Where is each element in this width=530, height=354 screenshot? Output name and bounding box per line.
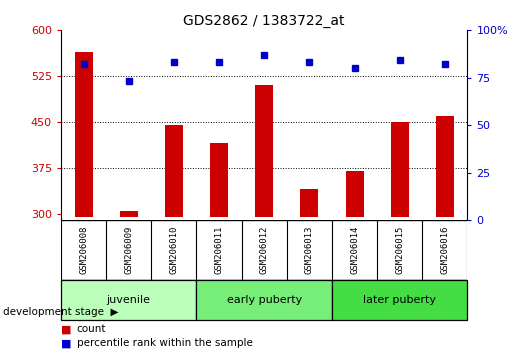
Text: GSM206014: GSM206014 (350, 225, 359, 274)
Text: juvenile: juvenile (107, 295, 151, 305)
Bar (120, 211, 138, 217)
Text: GSM206016: GSM206016 (440, 225, 449, 274)
Text: GSM206008: GSM206008 (79, 225, 88, 274)
Text: GSM206011: GSM206011 (215, 225, 224, 274)
Bar (61, 280, 197, 320)
Bar (210, 143, 228, 217)
Bar (165, 125, 183, 217)
Bar (436, 116, 454, 217)
Text: development stage  ▶: development stage ▶ (3, 307, 118, 316)
Bar (301, 189, 319, 217)
Text: GSM206009: GSM206009 (124, 225, 133, 274)
Bar (255, 85, 273, 217)
Bar (197, 280, 332, 320)
Text: count: count (77, 324, 107, 334)
Text: GSM206012: GSM206012 (260, 225, 269, 274)
Text: later puberty: later puberty (363, 295, 436, 305)
Bar (332, 280, 467, 320)
Text: GSM206015: GSM206015 (395, 225, 404, 274)
Text: GSM206010: GSM206010 (170, 225, 179, 274)
Bar (75, 52, 93, 217)
Bar (346, 171, 364, 217)
Text: ■: ■ (61, 338, 72, 348)
Title: GDS2862 / 1383722_at: GDS2862 / 1383722_at (183, 14, 345, 28)
Text: ■: ■ (61, 324, 72, 334)
Text: percentile rank within the sample: percentile rank within the sample (77, 338, 253, 348)
Text: GSM206013: GSM206013 (305, 225, 314, 274)
Text: early puberty: early puberty (227, 295, 302, 305)
Bar (391, 122, 409, 217)
